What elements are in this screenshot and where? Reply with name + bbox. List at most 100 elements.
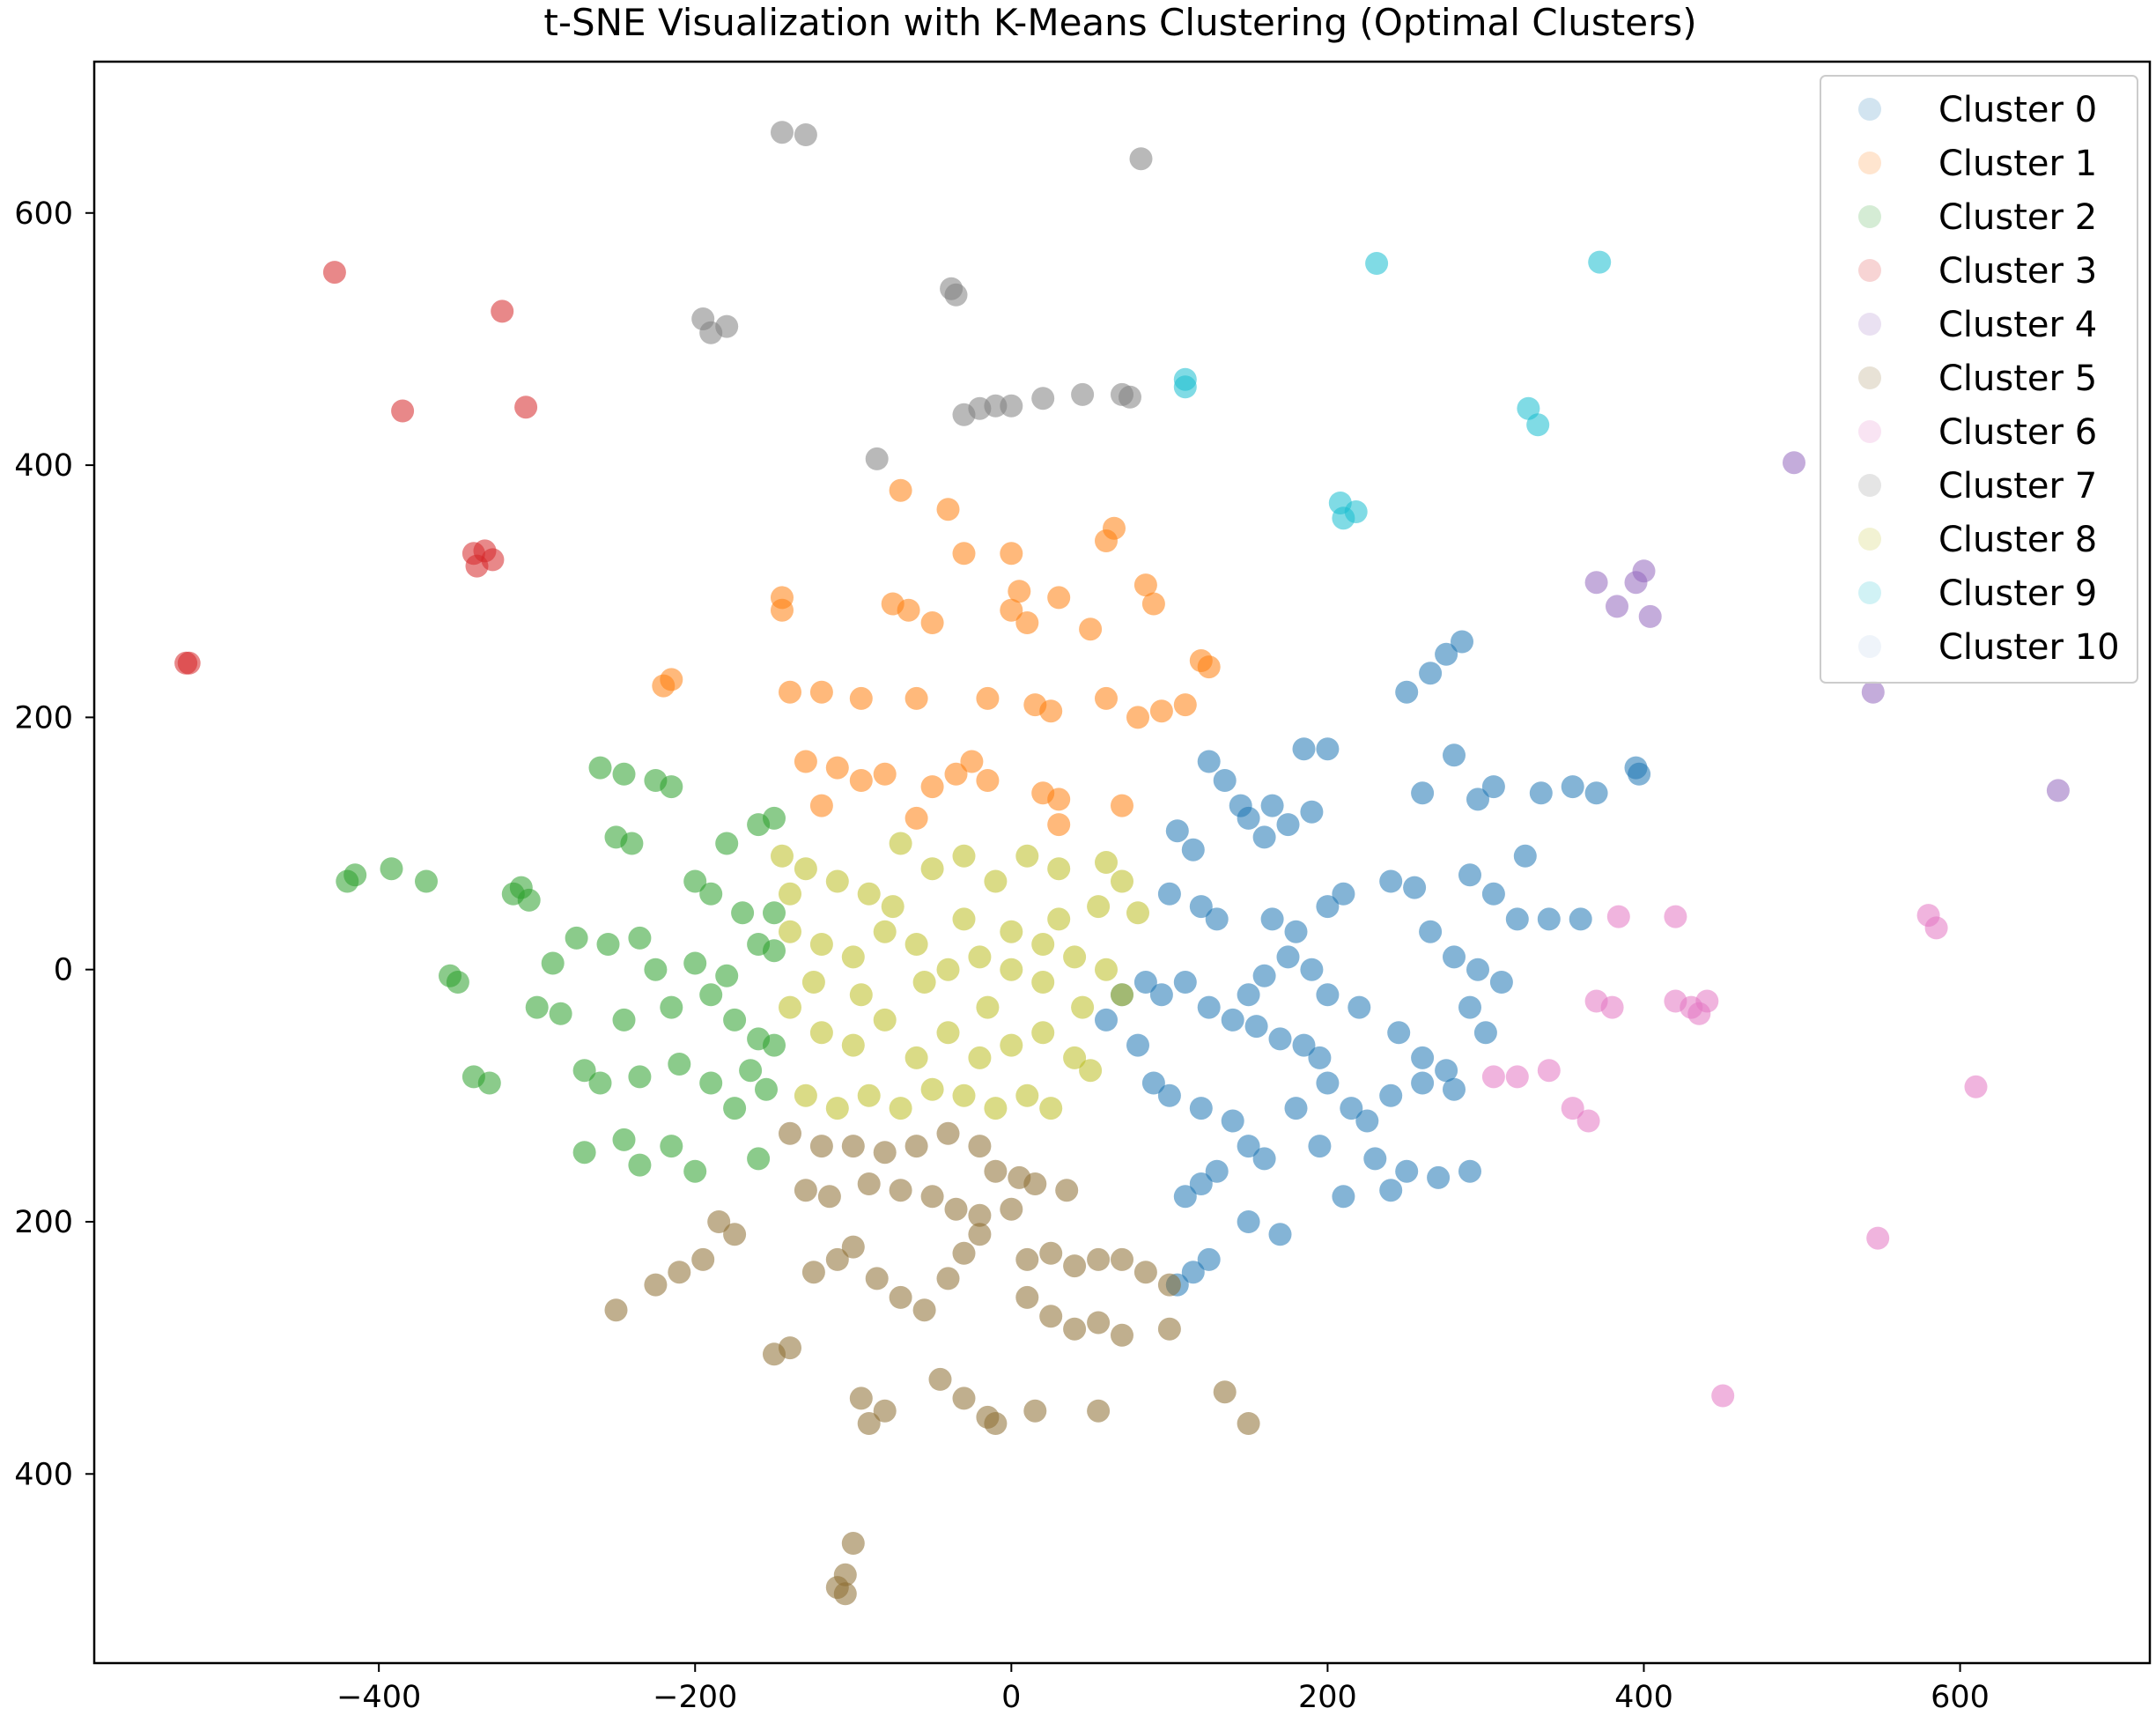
point-cluster-0 xyxy=(1205,907,1229,931)
point-cluster-5 xyxy=(794,1179,817,1202)
point-cluster-8 xyxy=(779,995,801,1019)
point-cluster-8 xyxy=(1015,844,1039,868)
point-cluster-8 xyxy=(779,920,801,943)
point-cluster-5 xyxy=(1000,1197,1023,1221)
point-cluster-4 xyxy=(1584,571,1608,595)
point-cluster-0 xyxy=(1300,958,1324,981)
point-cluster-8 xyxy=(1087,895,1111,919)
point-cluster-0 xyxy=(1237,1210,1260,1233)
point-cluster-4 xyxy=(2046,779,2070,802)
point-cluster-5 xyxy=(968,1203,992,1227)
point-cluster-0 xyxy=(1489,971,1513,994)
point-cluster-2 xyxy=(747,1147,771,1171)
point-cluster-0 xyxy=(1411,1046,1435,1069)
point-cluster-8 xyxy=(904,933,928,956)
point-cluster-0 xyxy=(1229,794,1252,817)
legend-marker xyxy=(1858,474,1881,497)
point-cluster-7 xyxy=(984,394,1008,418)
point-cluster-5 xyxy=(1023,1399,1047,1423)
point-cluster-1 xyxy=(1149,699,1173,723)
point-cluster-5 xyxy=(936,1267,960,1290)
point-cluster-0 xyxy=(1237,983,1260,1007)
point-cluster-7 xyxy=(794,123,817,146)
point-cluster-5 xyxy=(1039,1305,1063,1328)
point-cluster-0 xyxy=(1165,819,1189,843)
point-cluster-0 xyxy=(1308,1135,1332,1158)
point-cluster-0 xyxy=(1411,781,1435,805)
point-cluster-0 xyxy=(1458,1159,1481,1183)
point-cluster-2 xyxy=(628,926,652,950)
point-cluster-5 xyxy=(889,1285,912,1309)
point-cluster-8 xyxy=(968,945,992,969)
point-cluster-0 xyxy=(1308,1046,1332,1069)
point-cluster-0 xyxy=(1260,907,1284,931)
point-cluster-2 xyxy=(572,1059,596,1083)
point-cluster-8 xyxy=(849,983,873,1007)
point-cluster-0 xyxy=(1466,958,1489,981)
point-cluster-1 xyxy=(809,794,833,817)
point-cluster-8 xyxy=(1031,1021,1055,1045)
legend-marker xyxy=(1858,635,1881,658)
point-cluster-5 xyxy=(1087,1247,1111,1271)
point-cluster-0 xyxy=(1173,971,1197,994)
x-tick-label: 200 xyxy=(1298,1680,1357,1715)
point-cluster-1 xyxy=(794,750,817,773)
point-cluster-5 xyxy=(841,1532,865,1555)
point-cluster-0 xyxy=(1481,882,1505,906)
chart-title: t-SNE Visualization with K-Means Cluster… xyxy=(543,1,1696,44)
point-cluster-1 xyxy=(960,750,984,773)
point-cluster-0 xyxy=(1443,743,1466,767)
point-cluster-5 xyxy=(779,1121,801,1145)
y-tick-label: 200 xyxy=(14,700,73,736)
point-cluster-2 xyxy=(660,995,683,1019)
point-cluster-0 xyxy=(1252,1147,1276,1171)
point-cluster-0 xyxy=(1276,945,1300,969)
point-cluster-0 xyxy=(1292,737,1316,761)
point-cluster-5 xyxy=(1157,1273,1181,1297)
point-cluster-2 xyxy=(612,1008,636,1032)
point-cluster-6 xyxy=(1600,995,1624,1019)
point-cluster-5 xyxy=(1111,1323,1133,1347)
point-cluster-0 xyxy=(1569,907,1592,931)
point-cluster-8 xyxy=(1047,907,1071,931)
point-cluster-2 xyxy=(683,1159,707,1183)
point-cluster-2 xyxy=(549,1002,572,1025)
point-cluster-0 xyxy=(1157,1083,1181,1107)
point-cluster-0 xyxy=(1458,995,1481,1019)
point-cluster-0 xyxy=(1268,1027,1292,1051)
point-cluster-0 xyxy=(1197,750,1221,773)
point-cluster-0 xyxy=(1561,775,1584,799)
point-cluster-0 xyxy=(1458,863,1481,887)
point-cluster-1 xyxy=(1133,573,1157,597)
x-tick-label: 600 xyxy=(1931,1680,1990,1715)
point-cluster-8 xyxy=(881,895,904,919)
point-cluster-6 xyxy=(1924,916,1948,940)
point-cluster-0 xyxy=(1537,907,1561,931)
point-cluster-6 xyxy=(1687,1002,1711,1025)
point-cluster-2 xyxy=(699,1071,723,1095)
point-cluster-0 xyxy=(1316,737,1340,761)
point-cluster-6 xyxy=(1537,1059,1561,1083)
point-cluster-8 xyxy=(809,933,833,956)
point-cluster-2 xyxy=(699,983,723,1007)
legend-marker xyxy=(1858,98,1881,121)
point-cluster-0 xyxy=(1244,1015,1268,1039)
point-cluster-2 xyxy=(525,995,549,1019)
point-cluster-1 xyxy=(936,498,960,521)
point-cluster-8 xyxy=(912,971,936,994)
point-cluster-0 xyxy=(1340,1097,1363,1120)
point-cluster-8 xyxy=(984,1097,1008,1120)
point-cluster-2 xyxy=(565,926,588,950)
point-cluster-5 xyxy=(604,1298,628,1322)
point-cluster-0 xyxy=(1189,1097,1213,1120)
point-cluster-1 xyxy=(1079,617,1103,641)
legend-marker xyxy=(1858,259,1881,282)
point-cluster-8 xyxy=(952,907,976,931)
point-cluster-8 xyxy=(1000,958,1023,981)
point-cluster-0 xyxy=(1133,971,1157,994)
point-cluster-0 xyxy=(1395,1159,1419,1183)
point-cluster-3 xyxy=(391,399,415,423)
point-cluster-3 xyxy=(174,651,198,675)
point-cluster-7 xyxy=(1071,382,1095,406)
